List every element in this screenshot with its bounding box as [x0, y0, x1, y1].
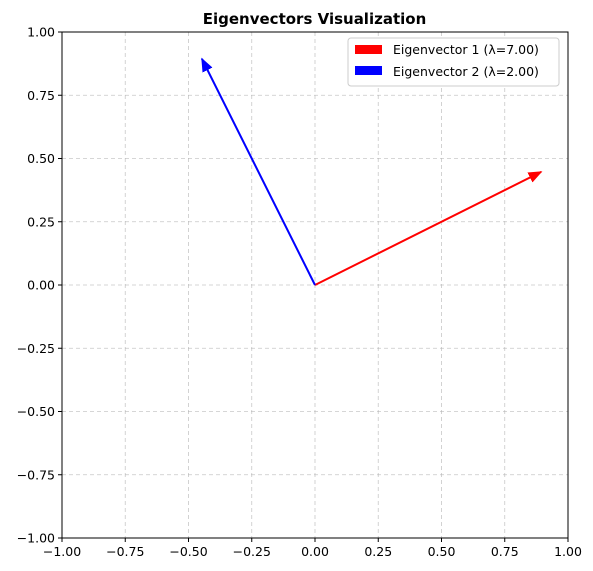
x-tick-label: 1.00: [554, 544, 582, 559]
x-tick-label: 0.50: [428, 544, 456, 559]
legend: Eigenvector 1 (λ=7.00) Eigenvector 2 (λ=…: [347, 37, 560, 87]
x-tick-label: 0.75: [491, 544, 519, 559]
y-tick-label: −0.50: [17, 404, 55, 419]
x-tick-label: 0.00: [301, 544, 329, 559]
axis-ticks: −1.00 −0.75 −0.50 −0.25 0.00 0.25 0.50 0.75 1.00…: [17, 25, 582, 560]
legend-label-eigenvector-2: Eigenvector 2 (λ=2.00): [393, 64, 539, 79]
x-tick-label: 0.25: [364, 544, 392, 559]
y-tick-label: −0.75: [17, 467, 55, 482]
y-tick-label: −1.00: [17, 531, 55, 546]
x-tick-label: −0.25: [233, 544, 271, 559]
x-tick-label: −0.50: [169, 544, 207, 559]
vectors: [201, 57, 543, 286]
y-tick-label: 0.50: [27, 151, 55, 166]
legend-label-eigenvector-1: Eigenvector 1 (λ=7.00): [393, 42, 539, 57]
x-tick-label: −1.00: [43, 544, 81, 559]
chart-title: Eigenvectors Visualization: [203, 10, 427, 28]
y-tick-label: 1.00: [27, 25, 55, 40]
legend-swatch-eigenvector-2: [355, 66, 382, 75]
eigenvector-2-arrow: [201, 57, 316, 286]
legend-box: [347, 37, 560, 87]
eigenvector-1-arrow: [314, 171, 543, 286]
y-tick-label: 0.75: [27, 88, 55, 103]
legend-swatch-eigenvector-1: [355, 45, 382, 54]
y-tick-label: 0.00: [27, 278, 55, 293]
y-tick-label: −0.25: [17, 341, 55, 356]
y-tick-label: 0.25: [27, 214, 55, 229]
x-tick-label: −0.75: [106, 544, 144, 559]
